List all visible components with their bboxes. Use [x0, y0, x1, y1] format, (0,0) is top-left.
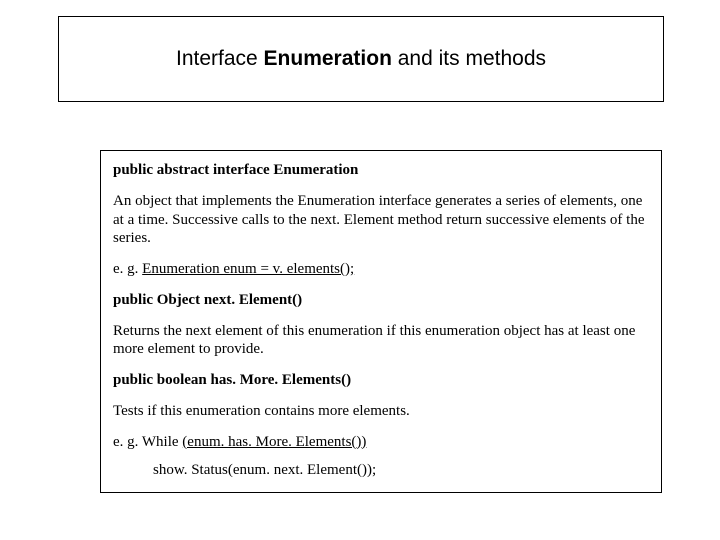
method-nextelement-signature: public Object next. Element(): [113, 291, 649, 310]
interface-description: An object that implements the Enumeratio…: [113, 192, 649, 248]
interface-declaration: public abstract interface Enumeration: [113, 161, 649, 180]
example-2-prefix: e. g. While: [113, 434, 182, 450]
title-prefix: Interface: [176, 47, 264, 70]
title-suffix: and its methods: [392, 47, 546, 70]
example-1-prefix: e. g.: [113, 261, 142, 277]
method-nextelement-description: Returns the next element of this enumera…: [113, 322, 649, 360]
example-2-condition: (enum. has. More. Elements()): [182, 434, 366, 450]
content-box: public abstract interface Enumeration An…: [100, 150, 662, 493]
method-hasmoreelements-signature: public boolean has. More. Elements(): [113, 371, 649, 390]
title-bold: Enumeration: [264, 47, 392, 70]
title-bar: Interface Enumeration and its methods: [58, 16, 664, 102]
example-1-code: Enumeration enum = v. elements();: [142, 261, 354, 277]
method-hasmoreelements-description: Tests if this enumeration contains more …: [113, 402, 649, 421]
example-2-while: e. g. While (enum. has. More. Elements()…: [113, 433, 649, 452]
example-2-body: show. Status(enum. next. Element());: [113, 461, 649, 480]
example-1: e. g. Enumeration enum = v. elements();: [113, 260, 649, 279]
slide-title: Interface Enumeration and its methods: [176, 47, 546, 71]
